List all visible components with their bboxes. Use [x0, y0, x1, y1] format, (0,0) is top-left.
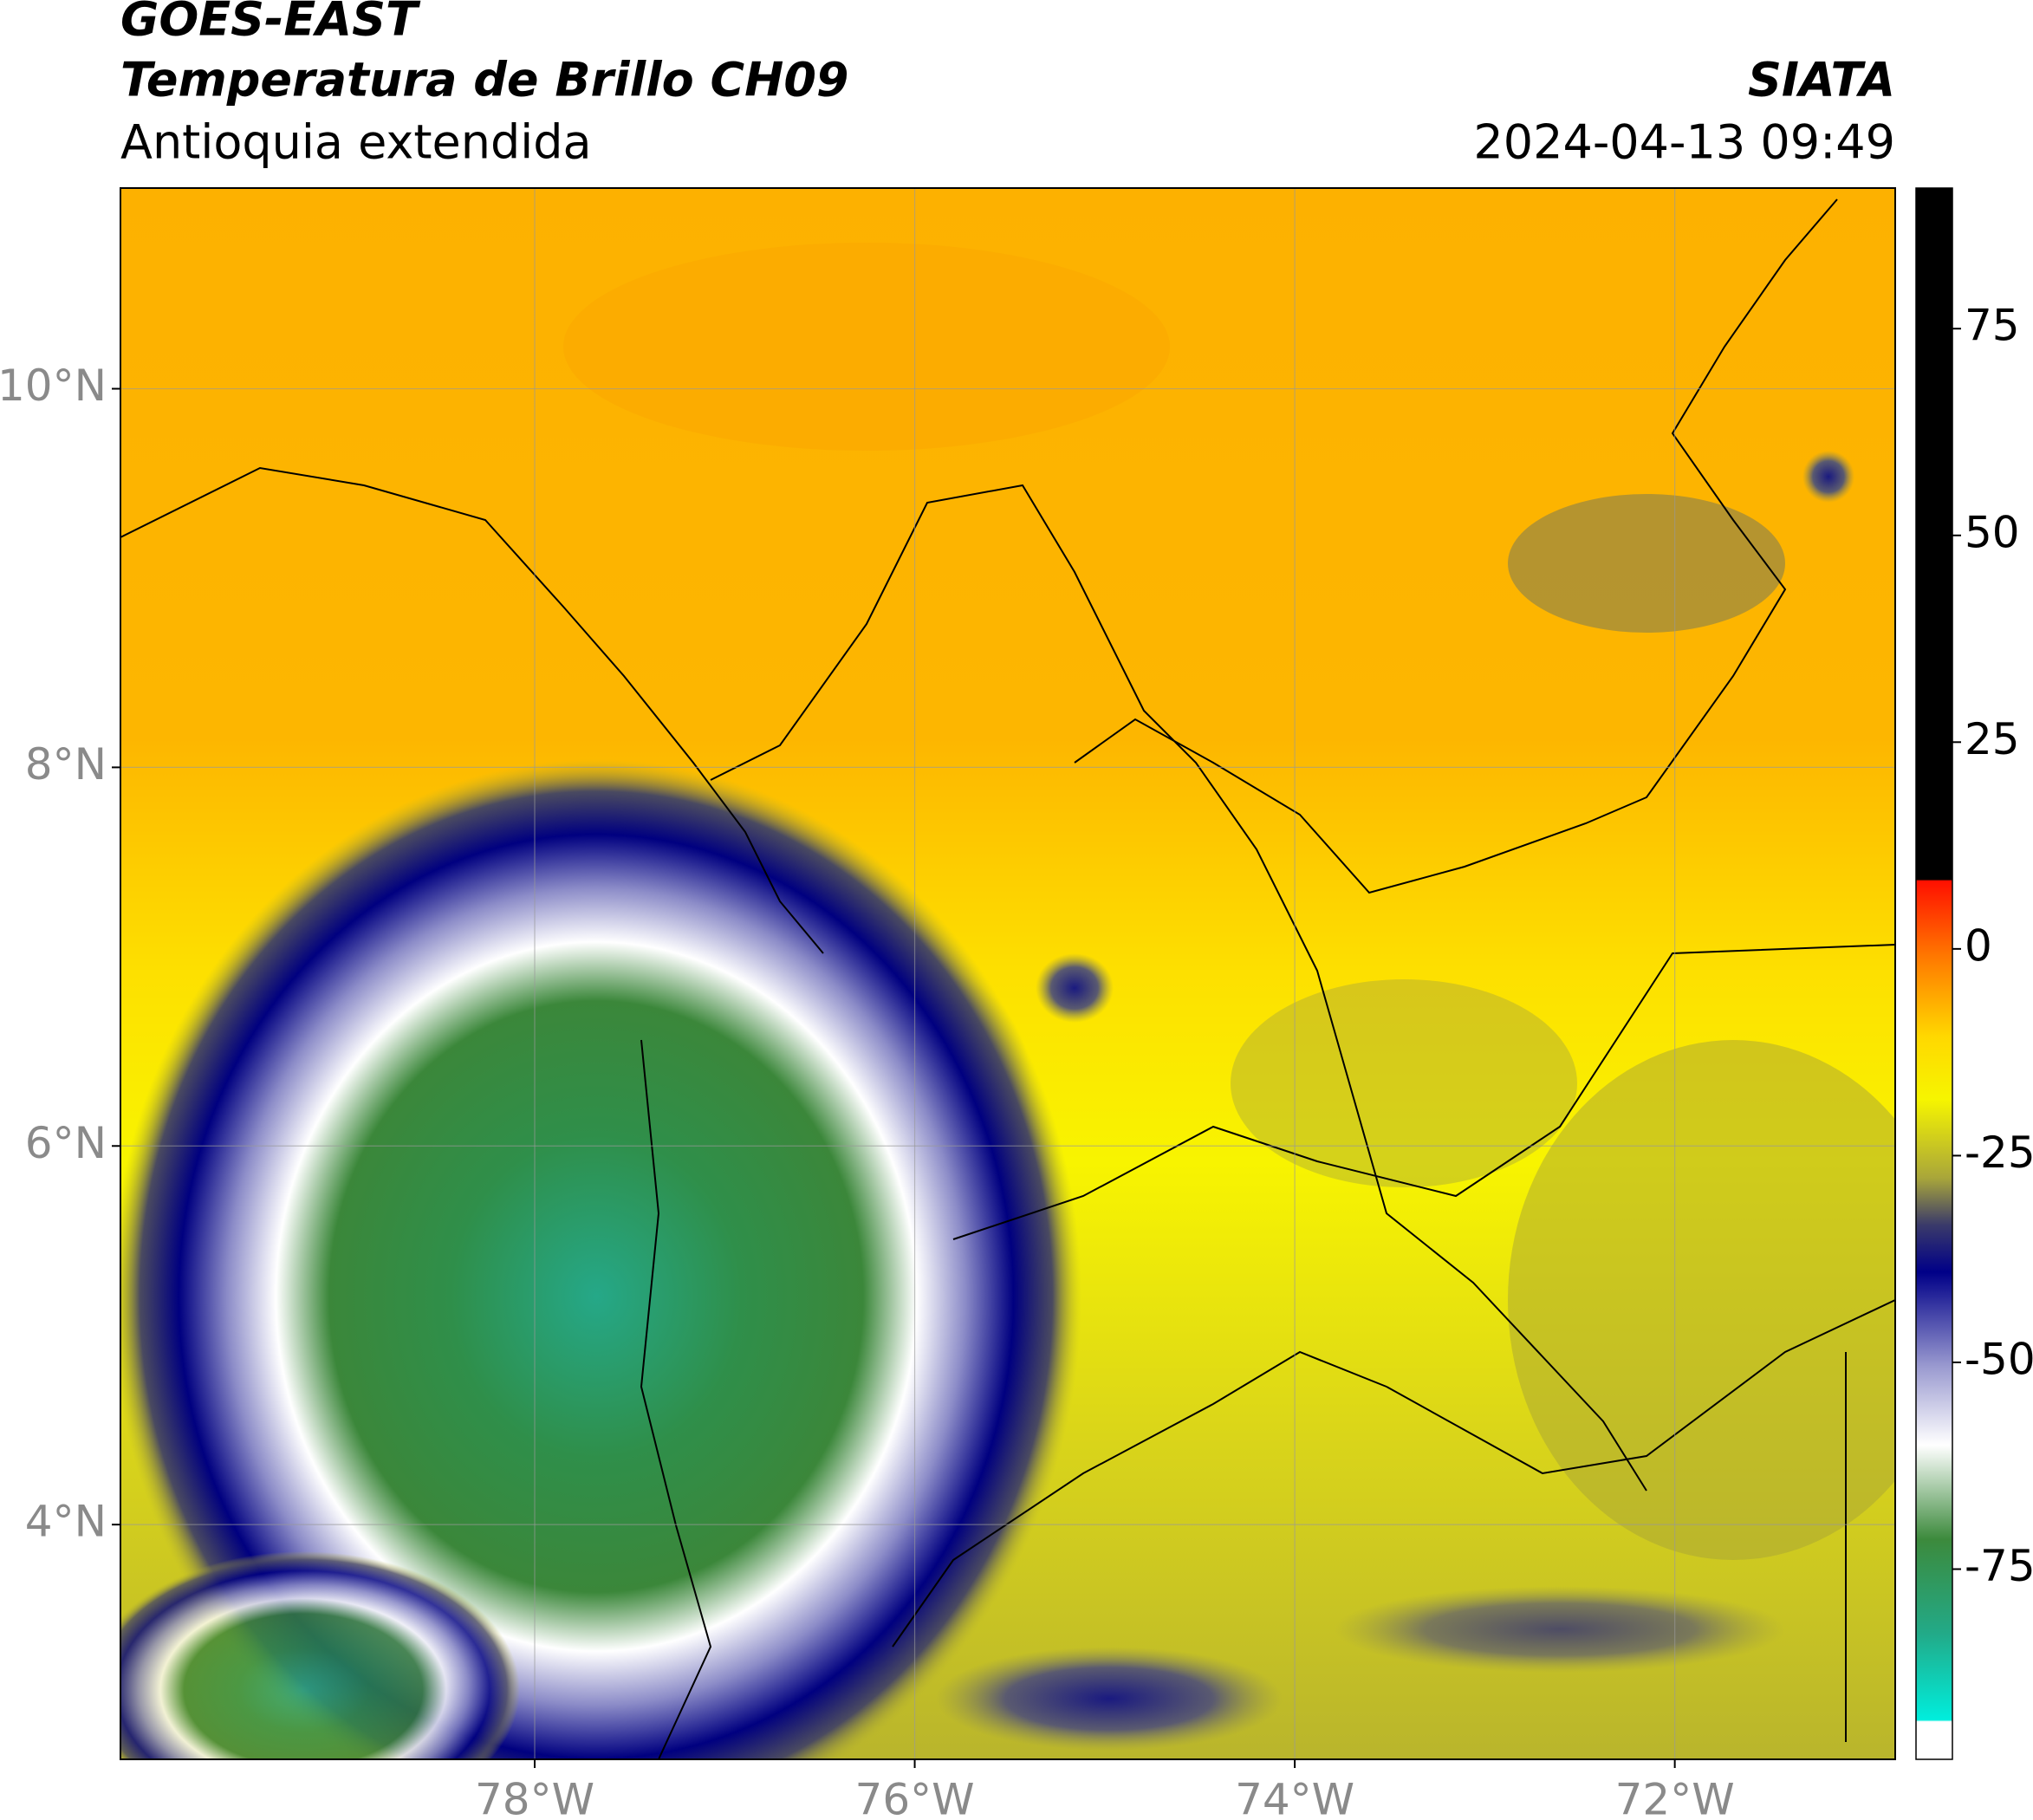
x-tick-label: 78°W: [475, 1775, 594, 1820]
colorbar-tick-label: 50: [1965, 507, 2020, 557]
graticule: [120, 188, 1895, 1759]
region: Antioquia extendida: [120, 115, 592, 170]
x-tick-label: 76°W: [855, 1775, 975, 1820]
cloud-cell: [1335, 1586, 1785, 1673]
cloud-area: [1508, 494, 1785, 633]
coastline: [640, 1039, 712, 1759]
subtitle: Temperatura de Brillo CH09: [120, 53, 849, 107]
y-tick-label: 6°N: [25, 1118, 107, 1168]
y-tick-label: 8°N: [25, 739, 107, 790]
source: SIATA: [1748, 53, 1895, 107]
colorbar-tick-label: -50: [1965, 1334, 2033, 1384]
colorbar-tick-label: -75: [1965, 1541, 2033, 1591]
map-image: [120, 188, 1895, 1759]
cloud-area: [1508, 1040, 1895, 1560]
border-line: [1074, 198, 1838, 894]
colorbar-tick-label: 0: [1965, 920, 1992, 971]
colorbar: [1915, 187, 1953, 1760]
map-frame: [120, 187, 1896, 1760]
storm-system: [120, 759, 1081, 1759]
x-tick-label: 74°W: [1235, 1775, 1354, 1820]
cloud-cell: [1802, 451, 1854, 503]
cloud-cell: [936, 1647, 1283, 1751]
colorbar-tick-label: -25: [1965, 1128, 2033, 1178]
y-tick-label: 4°N: [25, 1497, 107, 1547]
border-line: [710, 484, 1647, 1492]
cloud-area: [1231, 979, 1577, 1187]
colorbar-tick-label: 75: [1965, 301, 2020, 351]
border-line: [1386, 1299, 1895, 1742]
warm-area: [563, 243, 1170, 451]
x-tick-label: 72°W: [1615, 1775, 1735, 1820]
y-tick-label: 10°N: [0, 361, 107, 411]
coastline: [120, 466, 824, 954]
border-line: [952, 944, 1895, 1240]
title: GOES-EAST: [120, 0, 421, 47]
datetime: 2024-04-13 09:49: [1473, 115, 1895, 170]
storm-system: [120, 1551, 520, 1759]
border-line: [892, 1350, 1387, 1648]
colorbar-tick-label: 25: [1965, 714, 2020, 764]
cloud-cell: [1036, 953, 1114, 1023]
